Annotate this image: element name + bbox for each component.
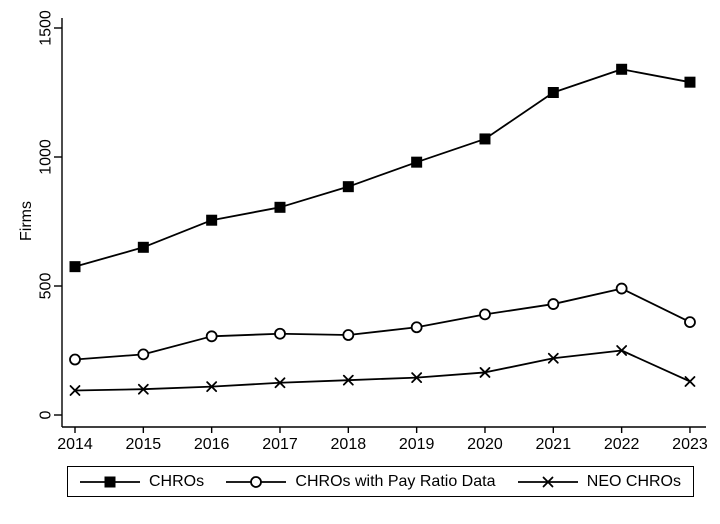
legend-label: NEO CHROs bbox=[586, 472, 681, 490]
legend: CHROs CHROs with Pay Ratio Data NEO CHRO… bbox=[67, 466, 694, 497]
open-circle-marker bbox=[250, 475, 263, 488]
filled-square-marker bbox=[411, 156, 423, 168]
legend-label: CHROs bbox=[149, 472, 205, 490]
filled-square-marker bbox=[104, 476, 116, 487]
x-marker bbox=[206, 381, 218, 393]
series-line bbox=[74, 287, 691, 361]
legend-item-neo-chros: NEO CHROs bbox=[517, 472, 681, 491]
x-tick-label: 2016 bbox=[194, 436, 230, 453]
x-marker-line-icon bbox=[517, 476, 578, 487]
legend-item-chros: CHROs bbox=[80, 473, 204, 491]
filled-square-marker bbox=[137, 241, 149, 253]
x-marker bbox=[342, 374, 354, 386]
y-tick-label: 1500 bbox=[38, 10, 55, 46]
filled-square-marker bbox=[274, 201, 286, 213]
open-circle-marker bbox=[69, 353, 81, 366]
x-marker bbox=[684, 376, 696, 387]
x-marker bbox=[479, 367, 491, 378]
x-tick-label: 2017 bbox=[262, 436, 298, 453]
filled-square-marker bbox=[616, 63, 628, 75]
filled-square-marker bbox=[684, 76, 696, 88]
x-marker bbox=[616, 345, 628, 356]
open-circle-marker bbox=[615, 282, 628, 295]
open-circle-marker bbox=[274, 327, 286, 340]
open-circle-marker bbox=[137, 348, 150, 361]
series-line bbox=[74, 349, 691, 392]
x-marker bbox=[69, 385, 81, 396]
open-circle-marker bbox=[547, 298, 560, 310]
x-tick-label: 2023 bbox=[672, 436, 708, 453]
x-tick-label: 2022 bbox=[604, 436, 640, 453]
x-tick-label: 2018 bbox=[331, 436, 367, 453]
x-tick-label: 2021 bbox=[536, 436, 572, 453]
x-marker bbox=[547, 352, 559, 364]
x-marker bbox=[411, 372, 423, 383]
open-circle-marker bbox=[479, 308, 491, 321]
legend-label: CHROs with Pay Ratio Data bbox=[295, 472, 496, 490]
open-circle-marker bbox=[205, 330, 218, 343]
filled-square-marker bbox=[479, 133, 491, 145]
filled-square-marker bbox=[69, 261, 81, 273]
x-marker bbox=[542, 476, 554, 487]
y-tick-label: 0 bbox=[38, 410, 55, 419]
legend-item-chros-pay-ratio: CHROs with Pay Ratio Data bbox=[226, 473, 495, 491]
x-tick-label: 2015 bbox=[126, 436, 162, 453]
y-axis-title: Firms bbox=[18, 201, 35, 241]
filled-square-marker bbox=[547, 87, 559, 98]
x-tick-label: 2019 bbox=[399, 436, 435, 453]
filled-square-marker bbox=[206, 214, 218, 226]
x-marker bbox=[137, 383, 149, 395]
filled-square-line-icon bbox=[80, 476, 140, 487]
filled-square-marker bbox=[342, 181, 354, 193]
open-circle-marker bbox=[342, 329, 355, 341]
y-tick-label: 1000 bbox=[38, 139, 55, 175]
x-marker bbox=[274, 377, 286, 389]
x-tick-label: 2020 bbox=[467, 436, 503, 453]
y-tick-label: 500 bbox=[38, 273, 55, 300]
x-tick-label: 2014 bbox=[57, 436, 93, 453]
open-circle-line-icon bbox=[226, 475, 287, 488]
series-line bbox=[74, 68, 691, 268]
open-circle-marker bbox=[410, 321, 423, 334]
open-circle-marker bbox=[684, 316, 696, 329]
